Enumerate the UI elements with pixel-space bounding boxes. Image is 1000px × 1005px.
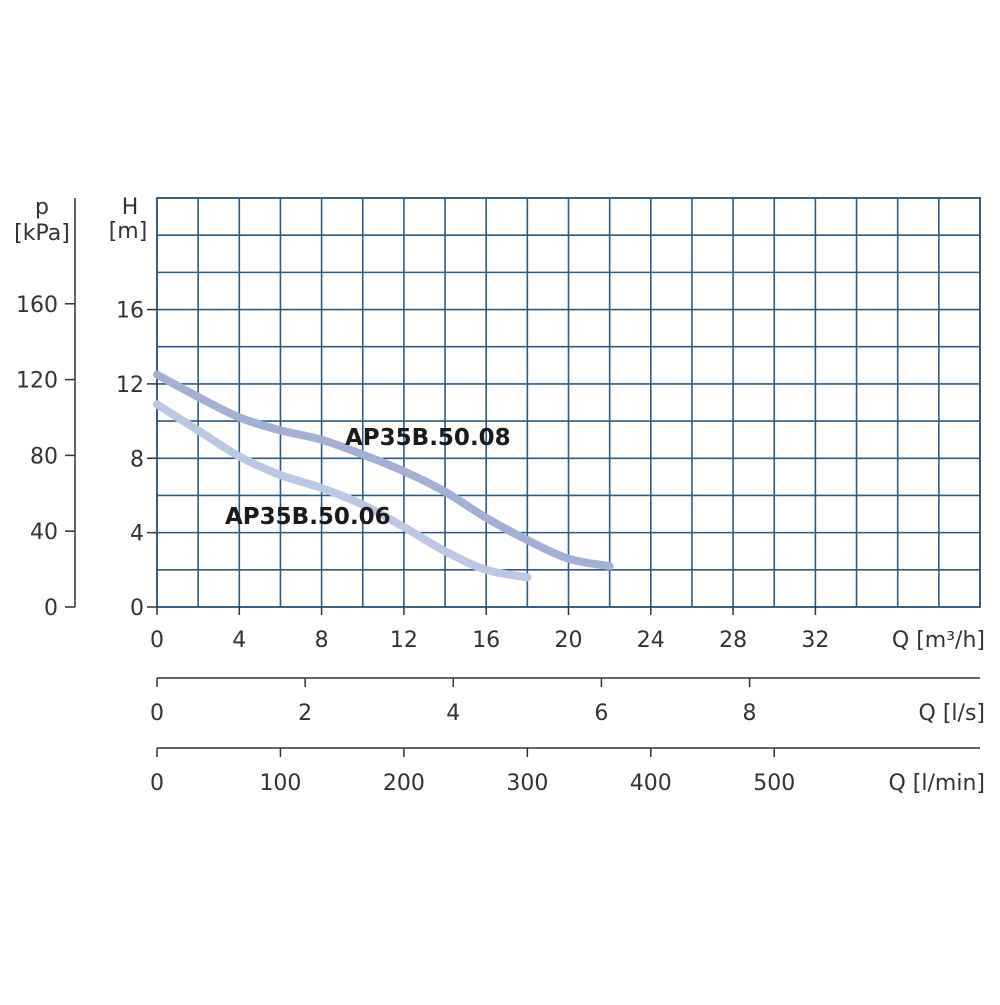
x-tick-label: 8: [315, 628, 329, 653]
secondary-x-tick-label: 0: [150, 701, 164, 726]
x-tick-label: 16: [472, 628, 500, 653]
y-tick-label: 8: [130, 447, 144, 472]
series-label: AP35B.50.06: [225, 504, 391, 530]
secondary-y-tick-label: 120: [16, 369, 58, 394]
x-tick-label: 0: [150, 628, 164, 653]
secondary-y-tick-label: 40: [30, 520, 58, 545]
labels: AP35B.50.08 AP35B.50.06: [225, 425, 511, 530]
y-axis-label: H: [122, 195, 139, 220]
grid: [157, 198, 980, 607]
secondary-y-tick-label: 80: [30, 444, 58, 469]
secondary-x-tick-label: 2: [298, 701, 312, 726]
x-axis-label: Q [m³/h]: [892, 628, 985, 653]
secondary-x-tick-label: 200: [383, 771, 425, 796]
secondary-x-tick-label: 500: [753, 771, 795, 796]
secondary-y-tick-label: 160: [16, 293, 58, 318]
x-tick-label: 20: [555, 628, 583, 653]
secondary-y-axis-label: p: [35, 195, 49, 220]
x-tick-label: 12: [390, 628, 418, 653]
secondary-x-tick-label: 6: [594, 701, 608, 726]
y-tick-label: 16: [116, 299, 144, 324]
y-tick-label: 0: [130, 596, 144, 621]
secondary-x-tick-label: 400: [630, 771, 672, 796]
x-tick-label: 24: [637, 628, 665, 653]
y-axis-unit: [m]: [109, 219, 148, 244]
x-tick-label: 32: [801, 628, 829, 653]
series-label: AP35B.50.08: [345, 425, 511, 451]
y-tick-label: 4: [130, 522, 144, 547]
secondary-x-axis-label: Q [l/min]: [889, 771, 986, 796]
secondary-x-tick-label: 100: [259, 771, 301, 796]
series-line: [157, 375, 610, 566]
x-tick-label: 28: [719, 628, 747, 653]
y-tick-label: 12: [116, 373, 144, 398]
curves: [157, 375, 610, 578]
secondary-x-axis-label: Q [l/s]: [919, 701, 985, 726]
secondary-x-tick-label: 8: [743, 701, 757, 726]
secondary-y-tick-label: 0: [44, 596, 58, 621]
secondary-x-tick-label: 300: [506, 771, 548, 796]
x-tick-label: 4: [232, 628, 246, 653]
secondary-x-tick-label: 4: [446, 701, 460, 726]
secondary-x-tick-label: 0: [150, 771, 164, 796]
secondary-y-axis-unit: [kPa]: [14, 221, 70, 246]
